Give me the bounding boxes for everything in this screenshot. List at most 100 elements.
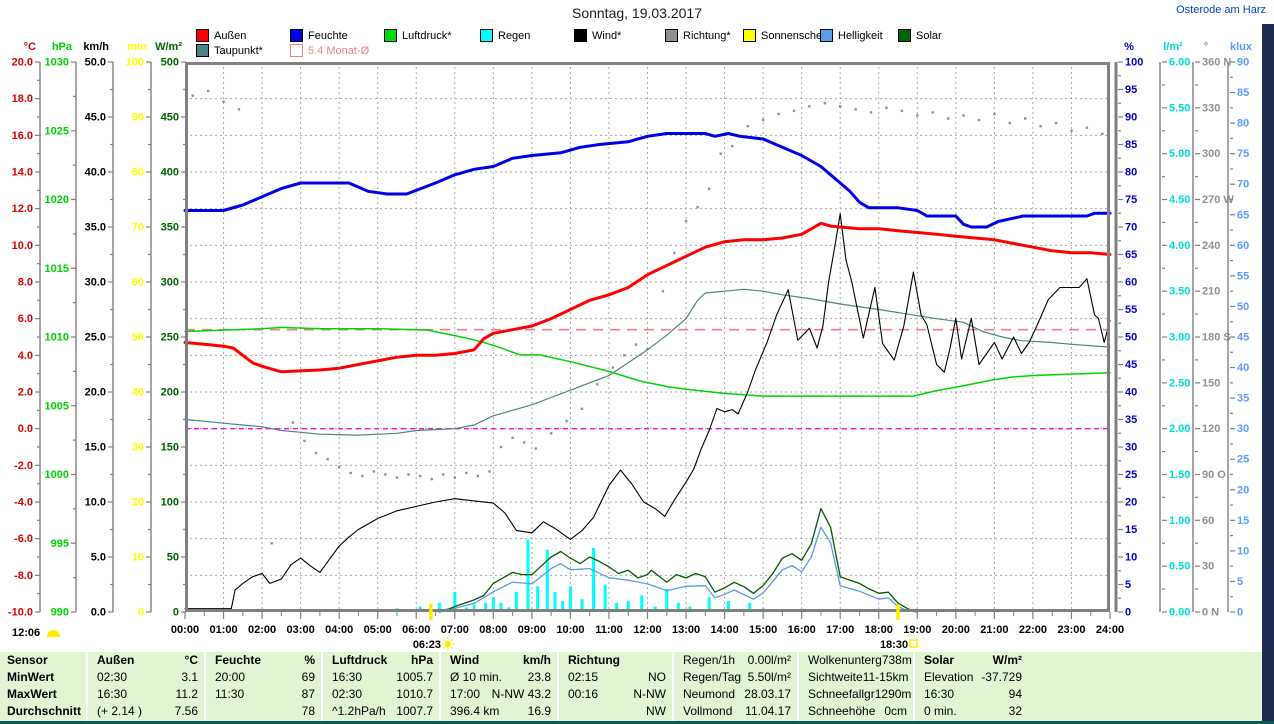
cell-value: N-NW 43.2 bbox=[491, 687, 551, 701]
axis-tick-label: 1030 bbox=[45, 57, 69, 69]
cell-label: Außen bbox=[97, 653, 135, 667]
legend-label: 5.4 Monat-Ø bbox=[308, 44, 370, 57]
cell-label: Richtung bbox=[568, 653, 620, 667]
x-tick-label: 01:00 bbox=[209, 624, 237, 636]
axis-tick-label: 4.0 bbox=[18, 350, 33, 362]
axis-tick-label: 90 bbox=[1237, 57, 1249, 69]
cell-value: 1007.7 bbox=[396, 704, 433, 718]
axis-tick-label: 30 bbox=[1125, 442, 1137, 454]
axis-tick-label: 60 bbox=[1202, 515, 1214, 527]
cell-value: 87 bbox=[301, 687, 315, 701]
axis-tick-label: 30 bbox=[1237, 423, 1249, 435]
plot-border bbox=[185, 62, 1110, 612]
cell-value: 7.56 bbox=[174, 704, 198, 718]
axis-tick-label: 20 bbox=[132, 497, 144, 509]
axis-tick-label: 20 bbox=[1237, 484, 1249, 496]
axis-tick-label: 1015 bbox=[45, 263, 69, 275]
axis-tick-label: 30 bbox=[1202, 561, 1214, 573]
axis-tick-label: 3.00 bbox=[1169, 332, 1190, 344]
table-row: 20:00 69 bbox=[206, 669, 323, 686]
table-row: 02:30 3.1 bbox=[88, 669, 206, 686]
axis-tick-label: 150 bbox=[161, 442, 179, 454]
legend-swatch bbox=[898, 29, 911, 42]
x-tick-label: 02:00 bbox=[248, 624, 276, 636]
axis-klux: 0 5 10 15 20 25 30 35 40 45 50 55 60 65 70 75 80 85 90 klux bbox=[1227, 41, 1253, 619]
legend-swatch bbox=[480, 29, 493, 42]
legend-label: Regen bbox=[498, 29, 531, 42]
axis-tick-label: 3.50 bbox=[1169, 286, 1190, 298]
table-row: Wolkenunterg 738m bbox=[799, 652, 915, 669]
table-col-wind: Wind km/h Ø 10 min. 23.8 17:00 N-NW 43.2 396.4… bbox=[439, 652, 559, 721]
axis-tick-label: 80 bbox=[132, 167, 144, 179]
cell-value: 11.2 bbox=[175, 687, 198, 701]
axis-hPa: 990 995 1000 1005 1010 1015 1020 1025 1030 hPa bbox=[45, 41, 77, 619]
table-row: Regen/Tag 5.50l/m² bbox=[674, 669, 799, 686]
legend-swatch bbox=[384, 29, 397, 42]
x-tick-label: 06:00 bbox=[402, 624, 430, 636]
legend-swatch bbox=[196, 29, 209, 42]
cell-value: 0.00l/m² bbox=[747, 653, 791, 667]
series-luftdruck bbox=[184, 326, 1111, 397]
cell-label bbox=[559, 703, 568, 720]
legend-label: Sonnenschein bbox=[761, 29, 831, 42]
table-row: 16:30 1005.7 bbox=[323, 669, 441, 686]
axis-tick-label: 240 bbox=[1202, 240, 1220, 252]
table-row: Regen/1h 0.00l/m² bbox=[674, 652, 799, 669]
axis-tick-label: 0 bbox=[1237, 607, 1243, 619]
axis-tick-label: 50.0 bbox=[85, 57, 106, 69]
axis-tick-label: 0 N bbox=[1202, 607, 1219, 619]
table-row: 16:30 94 bbox=[915, 686, 1030, 703]
cell-value: NO bbox=[648, 670, 666, 684]
table-row: Schneefallgr 1290m bbox=[799, 686, 915, 703]
axis-tick-label: 450 bbox=[161, 112, 179, 124]
cell-label: (+ 2.14 ) bbox=[97, 704, 143, 718]
cell-value: 1010.7 bbox=[396, 687, 433, 701]
x-tick-label: 12:00 bbox=[633, 624, 661, 636]
table-row: 17:00 N-NW 43.2 bbox=[441, 686, 559, 703]
cell-value: -37.729 bbox=[981, 670, 1022, 684]
row-header: Sensor bbox=[7, 653, 48, 667]
legend-item-au-en: Außen bbox=[196, 29, 246, 42]
moonrise-label: 12:06 bbox=[12, 627, 41, 639]
table-row: Feuchte% bbox=[206, 652, 323, 669]
sunset-time: 18:30 bbox=[880, 639, 908, 651]
axis-tick-label: 50 bbox=[1125, 332, 1137, 344]
x-tick-label: 07:00 bbox=[441, 624, 469, 636]
cell-label: Ø 10 min. bbox=[450, 670, 503, 684]
x-tick-label: 20:00 bbox=[942, 624, 970, 636]
cell-label: Feuchte bbox=[215, 653, 262, 667]
axis-tick-label: 360 N bbox=[1202, 57, 1231, 69]
cell-label: 20:00 bbox=[215, 670, 246, 684]
x-tick-label: 03:00 bbox=[287, 624, 315, 636]
axis-unit-label: ° bbox=[1204, 41, 1208, 53]
axis-tick-label: 10.0 bbox=[85, 497, 106, 509]
axis-tick-label: -6.0 bbox=[14, 533, 33, 545]
axis-tick-label: 400 bbox=[161, 167, 179, 179]
legend-item-helligkeit: Helligkeit bbox=[820, 29, 883, 42]
page-title: Sonntag, 19.03.2017 bbox=[571, 5, 702, 21]
legend-swatch bbox=[665, 29, 678, 42]
axis-tick-label: 180 S bbox=[1202, 332, 1231, 344]
table-col-regen-mond: Regen/1h 0.00l/m² Regen/Tag 5.50l/m² Neumond… bbox=[672, 652, 799, 721]
sunrise-sun-icon bbox=[441, 637, 455, 651]
cell-label: Neumond bbox=[683, 687, 736, 701]
axis-tick-label: 55 bbox=[1125, 304, 1137, 316]
x-tick-label: 00:00 bbox=[171, 624, 199, 636]
axis-tick-label: 50 bbox=[167, 552, 179, 564]
axis-tick-label: 5.50 bbox=[1169, 102, 1190, 114]
cell-label: 396.4 km bbox=[450, 704, 500, 718]
legend-label: Richtung* bbox=[683, 29, 731, 42]
legend-swatch bbox=[290, 44, 303, 57]
axis-tick-label: 30.0 bbox=[85, 277, 106, 289]
cell-label: Regen/1h bbox=[683, 653, 736, 667]
cell-label: Sichtweite bbox=[808, 670, 863, 684]
axis-tick-label: 75 bbox=[1125, 194, 1137, 206]
cell-value: 78 bbox=[301, 704, 315, 718]
axis-tick-label: 4.50 bbox=[1169, 194, 1190, 206]
table-row: Luftdruck hPa bbox=[323, 652, 441, 669]
axis-tick-label: 100 bbox=[1125, 57, 1143, 69]
axis-tick-label: 85 bbox=[1237, 87, 1249, 99]
legend-item-luftdruck-: Luftdruck* bbox=[384, 29, 452, 42]
axis-tick-label: 25 bbox=[1125, 469, 1137, 481]
